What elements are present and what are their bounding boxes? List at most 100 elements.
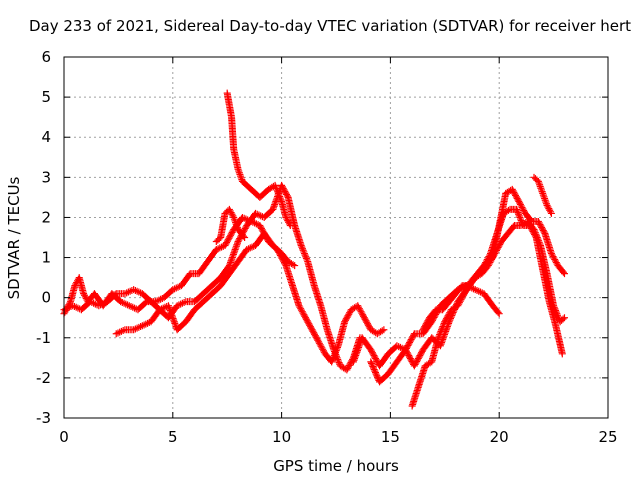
- data-point-fill: [67, 283, 78, 304]
- data-point: [360, 314, 368, 322]
- x-tick-label: 20: [490, 428, 509, 446]
- data-point-fill: [309, 327, 322, 344]
- data-point-fill: [479, 263, 491, 276]
- data-point: [291, 262, 299, 270]
- data-point-fill: [311, 283, 324, 308]
- data-point-fill: [304, 259, 318, 288]
- data-point-fill: [249, 218, 262, 229]
- data-point-fill: [415, 363, 429, 388]
- data-point-fill: [409, 383, 422, 408]
- data-point-fill: [222, 207, 232, 216]
- data-point-fill: [446, 291, 459, 304]
- y-tick-label: 6: [41, 48, 51, 66]
- data-point-fill: [272, 183, 285, 204]
- data-point-fill: [223, 91, 235, 120]
- data-point: [508, 185, 516, 193]
- data-point-fill: [296, 303, 309, 320]
- data-point: [534, 217, 542, 225]
- data-point: [534, 177, 542, 185]
- x-tick-label: 25: [598, 428, 617, 446]
- data-point-fill: [192, 291, 206, 305]
- data-point-fill: [537, 243, 551, 276]
- x-tick-label: 10: [272, 428, 291, 446]
- data-point: [297, 242, 305, 250]
- data-point: [491, 250, 499, 258]
- data-point-fill: [209, 283, 223, 297]
- data-point-fill: [519, 218, 530, 228]
- data-point-fill: [201, 283, 215, 297]
- data-point: [550, 302, 558, 310]
- y-axis-label: SDTVAR / TECUs: [5, 176, 23, 299]
- data-point-fill: [131, 323, 145, 333]
- data-point-fill: [535, 179, 546, 196]
- data-point: [547, 250, 555, 258]
- data-point-fill: [541, 231, 555, 256]
- data-point-fill: [473, 286, 486, 297]
- data-point-fill: [531, 227, 544, 248]
- data-point-fill: [473, 271, 484, 281]
- data-point: [341, 318, 349, 326]
- data-point: [234, 165, 242, 173]
- series-track-a: [60, 213, 388, 366]
- data-point-fill: [385, 359, 400, 377]
- data-point-fill: [427, 307, 439, 320]
- series-track-i: [419, 217, 568, 334]
- data-point-fill: [349, 303, 360, 313]
- data-point-fill: [196, 259, 211, 276]
- data-point: [560, 270, 568, 278]
- data-point-fill: [118, 298, 132, 309]
- data-point-fill: [230, 147, 242, 172]
- data-point-fill: [503, 186, 515, 196]
- data-point-fill: [516, 199, 528, 216]
- axis-ticks: 0 5 10 15 20 25 -3 -2 -1 0 1 2 3 4 5 6: [36, 48, 618, 446]
- data-point-fill: [544, 203, 555, 216]
- data-point-fill: [214, 242, 227, 253]
- data-point: [286, 221, 294, 229]
- grid-lines: [64, 57, 608, 418]
- data-point-fill: [228, 115, 238, 152]
- data-point-fill: [209, 275, 223, 288]
- data-point-fill: [539, 267, 553, 304]
- data-point-fill: [175, 298, 188, 309]
- data-point-fill: [178, 271, 193, 288]
- data-point-fill: [423, 359, 434, 369]
- data-point-fill: [535, 219, 548, 236]
- data-point-fill: [466, 275, 478, 288]
- data-point-fill: [286, 259, 297, 269]
- data-series: [60, 89, 568, 410]
- data-point-fill: [455, 291, 468, 308]
- y-tick-label: 2: [41, 208, 51, 226]
- data-point-fill: [230, 215, 241, 232]
- data-point-fill: [315, 339, 328, 356]
- data-point-fill: [539, 191, 550, 208]
- data-point-fill: [330, 347, 344, 368]
- data-point: [308, 326, 316, 334]
- data-point-fill: [355, 303, 367, 320]
- data-point-fill: [481, 291, 496, 308]
- data-point-fill: [298, 243, 311, 264]
- data-point: [495, 310, 503, 318]
- data-point: [295, 302, 303, 310]
- data-point-fill: [490, 303, 502, 316]
- data-point-fill: [218, 271, 232, 288]
- data-point: [558, 350, 566, 358]
- data-point-fill: [324, 327, 337, 352]
- data-point: [315, 338, 323, 346]
- data-point-fill: [218, 263, 232, 280]
- data-point-fill: [97, 298, 110, 309]
- data-point-fill: [270, 243, 284, 256]
- data-point: [278, 181, 286, 189]
- y-tick-label: 0: [41, 289, 51, 307]
- data-point-fill: [240, 178, 254, 192]
- data-point-fill: [302, 315, 315, 332]
- data-point-fill: [161, 287, 176, 301]
- data-point-fill: [548, 251, 561, 268]
- data-point-fill: [522, 211, 535, 224]
- x-tick-label: 5: [168, 428, 178, 446]
- x-tick-label: 0: [59, 428, 69, 446]
- data-point-fill: [183, 307, 198, 324]
- series-track-c: [112, 229, 299, 338]
- data-point-fill: [377, 371, 391, 385]
- data-point-fill: [283, 215, 293, 228]
